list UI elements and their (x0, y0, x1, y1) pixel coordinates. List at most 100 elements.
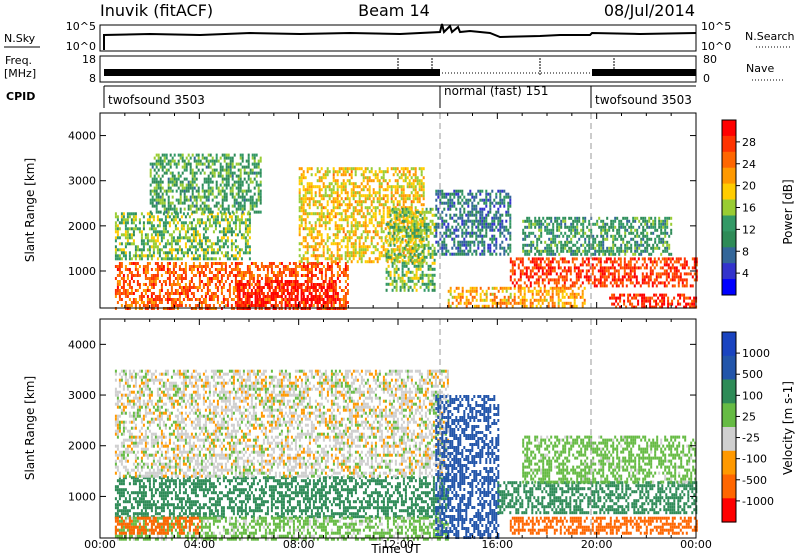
power-heatmap-cell (563, 284, 566, 288)
power-heatmap-cell (411, 255, 414, 259)
power-heatmap-cell (255, 198, 258, 202)
power-heatmap-cell (360, 206, 363, 210)
power-heatmap-cell (497, 201, 500, 205)
power-heatmap-cell (246, 212, 249, 216)
power-heatmap-cell (298, 206, 301, 210)
power-heatmap-cell (390, 185, 393, 189)
power-heatmap-cell (196, 304, 199, 307)
power-heatmap-cell (231, 156, 234, 160)
power-heatmap-cell (541, 272, 544, 276)
power-heatmap-cell (167, 201, 170, 205)
power-heatmap-cell (212, 295, 215, 298)
power-heatmap-cell (382, 230, 385, 234)
power-heatmap-cell (489, 201, 492, 205)
power-heatmap-cell (280, 295, 283, 298)
power-heatmap-cell (312, 203, 315, 207)
power-heatmap-cell (409, 210, 412, 214)
power-heatmap-cell (148, 218, 151, 222)
power-heatmap-cell (396, 185, 399, 189)
power-heatmap-cell (118, 242, 121, 246)
power-heatmap-cell (386, 188, 389, 192)
power-heatmap-cell (362, 245, 365, 249)
power-heatmap-cell (130, 277, 133, 280)
power-heatmap-cell (414, 206, 417, 210)
power-heatmap-cell (194, 304, 197, 307)
power-heatmap-cell (193, 195, 196, 199)
power-heatmap-cell (394, 170, 397, 174)
power-heatmap-cell (282, 265, 285, 268)
power-heatmap-cell (344, 245, 347, 249)
power-heatmap-cell (173, 180, 176, 184)
power-heatmap-cell (467, 204, 470, 208)
power-heatmap-cell (266, 286, 269, 289)
power-heatmap-cell (168, 262, 171, 265)
power-heatmap-cell (165, 153, 168, 157)
power-heatmap-cell (360, 236, 363, 240)
sky-right-tick-top: 10^5 (701, 20, 731, 33)
power-heatmap-cell (469, 301, 472, 305)
power-heatmap-cell (274, 265, 277, 268)
power-heatmap-cell (425, 255, 428, 259)
power-heatmap-cell (348, 167, 351, 171)
power-heatmap-cell (134, 215, 137, 219)
power-heatmap-cell (376, 179, 379, 183)
power-heatmap-cell (202, 271, 205, 274)
power-heatmap-cell (132, 298, 135, 301)
power-heatmap-cell (358, 248, 361, 252)
power-heatmap-cell (300, 197, 303, 201)
power-heatmap-cell (246, 268, 249, 271)
power-heatmap-cell (310, 212, 313, 216)
power-heatmap-cell (336, 185, 339, 189)
power-heatmap-cell (182, 254, 185, 258)
power-heatmap-cell (385, 270, 388, 274)
power-heatmap-cell (473, 213, 476, 217)
power-heatmap-cell (425, 261, 428, 265)
power-heatmap-cell (332, 197, 335, 201)
power-heatmap-cell (234, 274, 237, 277)
power-heatmap-cell (174, 227, 177, 231)
power-heatmap-cell (368, 197, 371, 201)
power-heatmap-cell (163, 171, 166, 175)
power-heatmap-cell (521, 263, 524, 267)
power-heatmap-cell (183, 162, 186, 166)
power-heatmap-cell (577, 275, 580, 279)
power-heatmap-cell (302, 292, 305, 295)
power-heatmap-cell (294, 301, 297, 304)
power-heatmap-cell (523, 304, 526, 308)
power-heatmap-cell (324, 191, 327, 195)
power-heatmap-cell (370, 194, 373, 198)
power-heatmap-cell (187, 207, 190, 211)
power-heatmap-cell (298, 209, 301, 213)
power-heatmap-cell (399, 240, 402, 244)
power-heatmap-cell (336, 254, 339, 258)
power-heatmap-cell (216, 280, 219, 283)
power-heatmap-cell (294, 286, 297, 289)
power-heatmap-cell (316, 185, 319, 189)
power-heatmap-cell (163, 156, 166, 160)
power-heatmap-cell (352, 242, 355, 246)
power-heatmap-cell (395, 228, 398, 232)
power-heatmap-cell (174, 301, 177, 304)
power-heatmap-cell (236, 286, 239, 289)
power-heatmap-cell (292, 262, 295, 265)
power-heatmap-cell (384, 179, 387, 183)
power-heatmap-cell (330, 200, 333, 204)
power-heatmap-cell (396, 173, 399, 177)
power-heatmap-cell (404, 173, 407, 177)
power-heatmap-cell (328, 295, 331, 298)
power-heatmap-cell (192, 274, 195, 277)
power-heatmap-cell (300, 167, 303, 171)
power-heatmap-cell (249, 177, 252, 181)
power-heatmap-cell (300, 176, 303, 180)
power-heatmap-cell (368, 206, 371, 210)
power-heatmap-cell (489, 237, 492, 241)
power-heatmap-cell (501, 240, 504, 244)
power-heatmap-cell (128, 271, 131, 274)
power-heatmap-cell (336, 298, 339, 301)
power-heatmap-cell (150, 245, 153, 249)
power-heatmap-cell (403, 285, 406, 289)
power-heatmap-cell (431, 207, 434, 211)
power-heatmap-cell (221, 195, 224, 199)
power-heatmap-cell (382, 203, 385, 207)
power-heatmap-cell (266, 292, 269, 295)
